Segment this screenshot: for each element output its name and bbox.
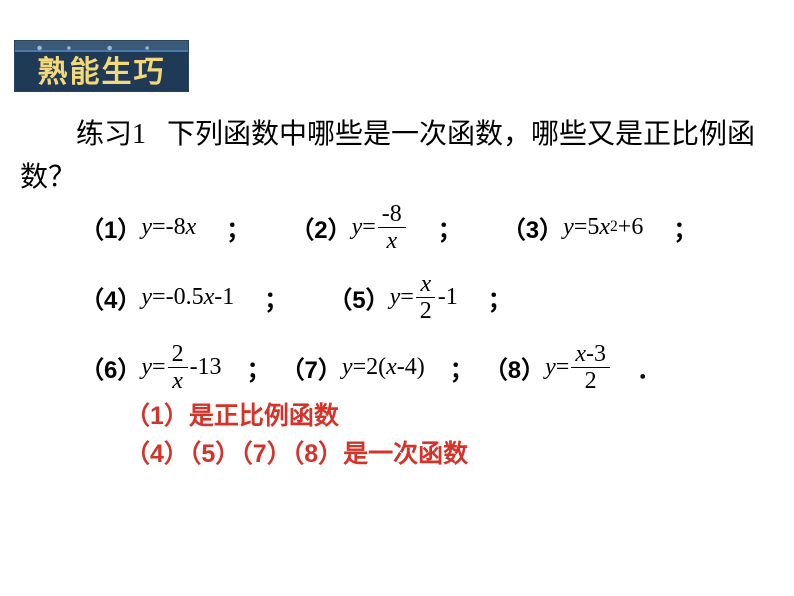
sep-1: ； bbox=[226, 210, 250, 245]
p5-eq: = bbox=[400, 284, 414, 311]
p8-y: y bbox=[545, 354, 556, 381]
p3-y: y bbox=[563, 214, 574, 241]
p3-5: 5 bbox=[587, 214, 599, 241]
p2-frac: -8 x bbox=[378, 202, 406, 253]
answers-block: （1）是正比例函数 （4）（5）（7）（8）是一次函数 bbox=[125, 398, 468, 473]
question-text: 练习1 下列函数中哪些是一次函数，哪些又是正比例函数？ bbox=[20, 113, 774, 200]
p3-eq: = bbox=[574, 214, 588, 241]
p2-label: （2） bbox=[290, 210, 351, 245]
p6-bot: x bbox=[168, 368, 187, 393]
p6-top: 2 bbox=[168, 342, 188, 368]
p3-label: （3） bbox=[502, 210, 563, 245]
sep-7: ； bbox=[450, 350, 474, 385]
p2-eq: = bbox=[362, 214, 376, 241]
p4-m1: -1 bbox=[214, 284, 234, 311]
sep-8: ． bbox=[637, 350, 661, 385]
sep-5: ； bbox=[488, 280, 512, 315]
problem-1: （1） y=-8x bbox=[80, 210, 196, 245]
p1-x: x bbox=[186, 214, 197, 241]
problem-2: （2） y= -8 x bbox=[290, 202, 408, 253]
p4-neg: - bbox=[166, 284, 174, 311]
p4-eq: = bbox=[152, 284, 166, 311]
banner-decoration bbox=[20, 44, 183, 52]
practice-banner: 熟能生巧 bbox=[14, 40, 189, 92]
p6-label: （6） bbox=[80, 350, 141, 385]
p8-top: x-3 bbox=[571, 342, 610, 368]
problem-6: （6） y= 2 x -13 bbox=[80, 342, 222, 393]
p8-top-m3: -3 bbox=[586, 341, 606, 367]
problem-4: （4） y=-0.5x-1 bbox=[80, 280, 234, 315]
p7-x: x bbox=[386, 354, 397, 381]
answer-line-1: （1）是正比例函数 bbox=[125, 398, 468, 436]
problem-list: （1） y=-8x ； （2） y= -8 x ； （3） y=5x2+6 ； … bbox=[80, 198, 780, 408]
p1-label: （1） bbox=[80, 210, 141, 245]
p4-0: 0 bbox=[174, 284, 186, 311]
p4-x: x bbox=[204, 284, 215, 311]
p7-label: （7） bbox=[281, 350, 342, 385]
p4-5: 5 bbox=[192, 284, 204, 311]
p7-rp: ) bbox=[417, 354, 425, 381]
p4-y: y bbox=[141, 284, 152, 311]
p8-label: （8） bbox=[484, 350, 545, 385]
p8-bot: 2 bbox=[581, 368, 601, 393]
p7-lp: ( bbox=[378, 354, 386, 381]
p1-neg: - bbox=[166, 214, 174, 241]
p1-y: y bbox=[141, 214, 152, 241]
sep-6: ； bbox=[247, 350, 271, 385]
p7-y: y bbox=[342, 354, 353, 381]
p7-4: 4 bbox=[405, 354, 417, 381]
p5-top: x bbox=[416, 272, 435, 298]
p6-frac: 2 x bbox=[168, 342, 188, 393]
p7-neg: - bbox=[397, 354, 405, 381]
problem-7: （7） y=2(x-4) bbox=[281, 350, 425, 385]
p3-x: x bbox=[599, 214, 610, 241]
p3-sq: 2 bbox=[610, 218, 618, 236]
problem-5: （5） y= x 2 -1 bbox=[328, 272, 458, 323]
p8-eq: = bbox=[556, 354, 570, 381]
p5-label: （5） bbox=[328, 280, 389, 315]
sep-3: ； bbox=[673, 210, 697, 245]
p5-frac: x 2 bbox=[416, 272, 436, 323]
question-prefix: 练习1 bbox=[76, 119, 146, 150]
p7-2: 2 bbox=[366, 354, 378, 381]
problem-8: （8） y= x-3 2 bbox=[484, 342, 612, 393]
p4-label: （4） bbox=[80, 280, 141, 315]
p5-bot: 2 bbox=[416, 298, 436, 323]
p1-eq: = bbox=[152, 214, 166, 241]
p1-8: 8 bbox=[174, 214, 186, 241]
answer-line-2: （4）（5）（7）（8）是一次函数 bbox=[125, 436, 468, 474]
p5-y: y bbox=[390, 284, 401, 311]
p5-m1: -1 bbox=[438, 284, 458, 311]
p2-bot: x bbox=[382, 228, 401, 253]
p8-top-x: x bbox=[575, 341, 586, 367]
p2-top: -8 bbox=[378, 202, 406, 228]
p3-6: 6 bbox=[631, 214, 643, 241]
p3-plus: + bbox=[618, 214, 632, 241]
p8-frac: x-3 2 bbox=[571, 342, 610, 393]
row-2: （4） y=-0.5x-1 ； （5） y= x 2 -1 ； bbox=[80, 268, 780, 326]
p7-eq: = bbox=[353, 354, 367, 381]
p6-eq: = bbox=[152, 354, 166, 381]
row-3: （6） y= 2 x -13 ； （7） y=2(x-4) ； （8） y= x… bbox=[80, 338, 780, 396]
problem-3: （3） y=5x2+6 bbox=[502, 210, 644, 245]
p2-y: y bbox=[352, 214, 363, 241]
p6-y: y bbox=[141, 354, 152, 381]
sep-2: ； bbox=[438, 210, 462, 245]
sep-4: ； bbox=[264, 280, 288, 315]
p6-m13: -13 bbox=[190, 354, 222, 381]
row-1: （1） y=-8x ； （2） y= -8 x ； （3） y=5x2+6 ； bbox=[80, 198, 780, 256]
